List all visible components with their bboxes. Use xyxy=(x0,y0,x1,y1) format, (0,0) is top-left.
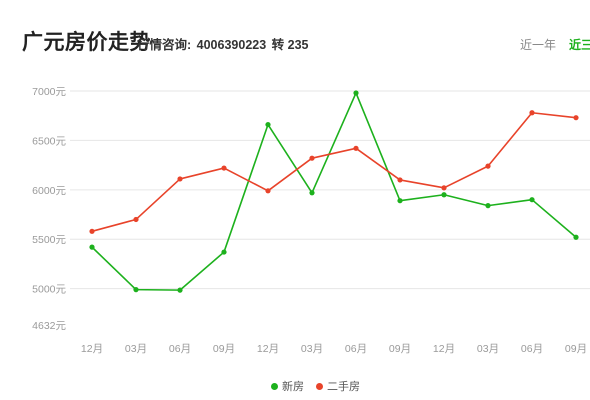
data-point[interactable] xyxy=(221,249,227,255)
data-point[interactable] xyxy=(353,90,359,96)
y-tick-label: 4632元 xyxy=(32,320,66,332)
data-point[interactable] xyxy=(133,216,139,223)
y-tick-label: 7000元 xyxy=(32,86,66,98)
page-title: 广元房价走势 xyxy=(22,31,151,54)
data-point[interactable] xyxy=(265,188,271,194)
grid-lines xyxy=(70,90,590,290)
legend-item-new-homes[interactable]: 新房 xyxy=(271,378,304,394)
y-tick-label: 6000元 xyxy=(32,185,66,197)
series-line-0 xyxy=(91,92,577,291)
data-point[interactable] xyxy=(441,192,447,198)
series-line-1 xyxy=(91,111,577,233)
data-point[interactable] xyxy=(89,244,95,250)
x-tick-label: 09月 xyxy=(565,343,587,355)
series-lines xyxy=(91,92,577,291)
legend-dot-second-hand xyxy=(316,382,323,390)
data-point[interactable] xyxy=(89,228,95,234)
data-point[interactable] xyxy=(397,177,403,183)
x-tick-label: 12月 xyxy=(81,343,103,355)
data-point[interactable] xyxy=(529,110,535,116)
data-point[interactable] xyxy=(265,121,271,128)
chart-legend: 新房 二手房 xyxy=(0,378,590,394)
y-tick-label: 5500元 xyxy=(32,234,66,246)
data-point[interactable] xyxy=(485,203,491,209)
y-tick-label: 6500元 xyxy=(32,135,66,147)
y-tick-label: 5000元 xyxy=(32,284,66,296)
x-tick-label: 12月 xyxy=(433,343,455,355)
period-tabs: 近一年 近三年 xyxy=(520,36,590,54)
hotline-info: 行情咨询: 4006390223 转 235 xyxy=(137,34,309,53)
x-tick-label: 09月 xyxy=(389,343,411,355)
chart-header: 广元房价走势 行情咨询: 4006390223 转 235 近一年 近三年 xyxy=(0,0,590,60)
hotline-label: 行情咨询: xyxy=(137,38,192,52)
tab-three-years[interactable]: 近三年 xyxy=(569,38,590,52)
x-tick-label: 03月 xyxy=(477,343,499,355)
data-point[interactable] xyxy=(573,115,579,121)
data-point[interactable] xyxy=(397,198,403,204)
x-axis-ticks: 12月 03月 06月 09月 12月 03月 06月 09月 12月 03月 06月 09月 xyxy=(81,343,587,355)
x-tick-label: 03月 xyxy=(301,343,323,355)
price-trend-chart: 7000元 6500元 6000元 5500元 5000元 4632元 12月 03月 06月… xyxy=(32,86,590,355)
hotline-number[interactable]: 4006390223 xyxy=(196,38,267,52)
data-point[interactable] xyxy=(353,145,359,151)
hotline-extension: 转 235 xyxy=(271,38,309,52)
data-point[interactable] xyxy=(529,197,535,203)
x-tick-label: 06月 xyxy=(521,343,543,355)
x-tick-label: 12月 xyxy=(257,343,279,355)
data-point[interactable] xyxy=(441,185,447,191)
legend-label-new-homes: 新房 xyxy=(282,381,304,393)
x-tick-label: 09月 xyxy=(213,343,235,355)
data-point[interactable] xyxy=(485,163,491,169)
legend-dot-new-homes xyxy=(271,382,278,390)
x-tick-label: 06月 xyxy=(345,343,367,355)
data-point[interactable] xyxy=(573,234,579,240)
y-axis-ticks: 7000元 6500元 6000元 5500元 5000元 4632元 xyxy=(32,86,66,332)
x-tick-label: 03月 xyxy=(125,343,147,355)
data-point[interactable] xyxy=(133,287,139,293)
data-point[interactable] xyxy=(309,155,315,161)
data-point[interactable] xyxy=(177,287,183,293)
data-point[interactable] xyxy=(221,165,227,171)
data-point[interactable] xyxy=(309,190,315,196)
x-tick-label: 06月 xyxy=(169,343,191,355)
tab-one-year[interactable]: 近一年 xyxy=(520,38,557,52)
legend-label-second-hand: 二手房 xyxy=(327,381,360,393)
series-points xyxy=(89,90,579,293)
data-point[interactable] xyxy=(177,176,183,182)
legend-item-second-hand[interactable]: 二手房 xyxy=(316,378,360,394)
